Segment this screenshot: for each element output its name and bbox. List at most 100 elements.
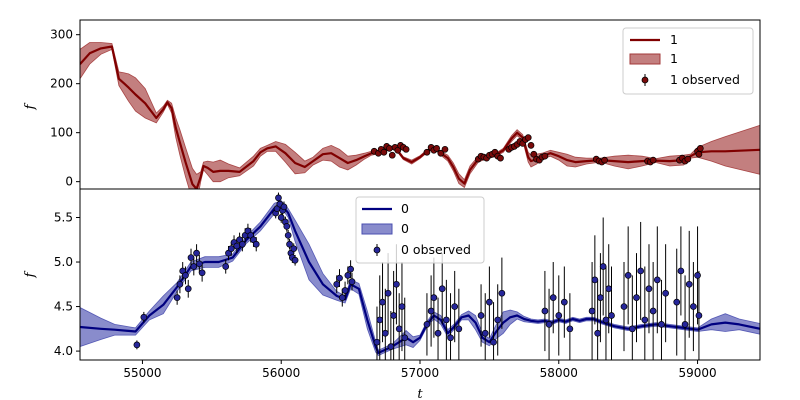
observed-point: [605, 285, 613, 293]
observed-point: [398, 303, 406, 310]
observed-point: [447, 334, 454, 342]
observed-point: [649, 307, 657, 315]
observed-point: [381, 329, 389, 337]
observed-point: [140, 313, 148, 321]
observed-point: [608, 312, 615, 319]
y-tick-label: 4.0: [54, 344, 73, 358]
y-tick-label: 4.5: [54, 300, 73, 314]
observed-point: [133, 341, 141, 349]
observed-point: [393, 280, 400, 288]
observed-point: [284, 231, 292, 239]
bottom-legend: 0 0 0 observed: [355, 196, 485, 264]
observed-point: [388, 151, 396, 159]
observed-point: [190, 263, 198, 270]
observed-point: [286, 240, 293, 248]
x-tick-label: 55000: [123, 366, 161, 380]
observed-point: [227, 245, 235, 253]
y-tick-label: 200: [50, 77, 73, 91]
observed-point: [633, 294, 640, 302]
observed-point: [233, 242, 241, 250]
observed-point: [402, 145, 410, 153]
observed-point: [184, 285, 192, 293]
observed-point: [649, 156, 657, 164]
observed-point: [239, 240, 246, 248]
y-tick-label: 0: [65, 175, 73, 189]
observed-point: [438, 285, 446, 293]
observed-point: [283, 223, 291, 230]
bottom-observed-points: [133, 192, 703, 360]
observed-point: [338, 294, 346, 302]
observed-point: [530, 150, 538, 158]
observed-point: [588, 307, 596, 315]
observed-point: [695, 150, 703, 158]
observed-point: [443, 316, 450, 324]
observed-point: [437, 149, 445, 157]
observed-point: [597, 294, 604, 302]
x-tick-label: 59000: [678, 366, 716, 380]
top-legend-points-label: 1 observed: [670, 72, 740, 87]
top-legend-box: [622, 27, 754, 95]
observed-point: [195, 260, 203, 268]
observed-point: [684, 155, 692, 163]
observed-point: [333, 280, 341, 288]
x-tick-label: 57000: [401, 366, 439, 380]
observed-point: [624, 272, 632, 279]
bottom-y-axis-label: f: [23, 270, 38, 278]
observed-point: [555, 312, 563, 319]
observed-point: [291, 256, 299, 264]
observed-point: [423, 321, 431, 328]
observed-point: [541, 152, 549, 160]
top-observed-points: [370, 134, 704, 166]
observed-point: [373, 338, 381, 346]
observed-point: [222, 263, 230, 270]
observed-point: [545, 321, 553, 328]
observed-point: [384, 289, 392, 297]
bottom-legend-points-label: 0 observed: [401, 242, 471, 257]
observed-point: [379, 298, 386, 306]
bottom-legend-box: [355, 196, 485, 264]
top-uncertainty-band: [80, 42, 760, 189]
observed-point: [494, 316, 502, 324]
x-tick-label: 58000: [540, 366, 578, 380]
observed-point: [486, 298, 493, 306]
observed-point: [498, 289, 506, 297]
observed-point: [541, 307, 549, 315]
observed-point: [481, 329, 489, 337]
observed-point: [549, 294, 557, 302]
observed-point: [601, 156, 608, 164]
observed-point: [277, 214, 285, 221]
top-legend-band-label: 1: [670, 51, 678, 66]
y-tick-label: 300: [50, 28, 73, 42]
observed-point: [673, 298, 681, 306]
observed-point: [401, 334, 409, 342]
observed-point: [594, 329, 601, 337]
observed-point: [591, 276, 599, 284]
observed-point: [430, 294, 438, 302]
top-y-ticks: 0 100 200 300: [50, 28, 80, 189]
top-panel: 0 100 200 300 f 1 1 1 observed: [23, 19, 761, 190]
observed-point: [280, 203, 288, 211]
bottom-panel: 4.0 4.5 5.0 5.5 55000 56000 57000 58000 59000 f…: [23, 188, 761, 400]
observed-point: [566, 325, 574, 333]
observed-point: [390, 312, 397, 319]
observed-point: [394, 146, 402, 154]
top-band-area: [80, 42, 760, 189]
observed-point: [599, 263, 607, 270]
observed-point: [187, 254, 195, 261]
observed-point: [477, 312, 485, 319]
observed-point: [637, 267, 645, 275]
observed-point: [653, 276, 661, 284]
observed-point: [695, 312, 703, 319]
observed-point: [681, 321, 689, 328]
observed-point: [386, 144, 393, 152]
observed-point: [560, 298, 568, 306]
observed-point: [602, 316, 610, 324]
observed-point: [524, 134, 532, 141]
top-legend-line-label: 1: [670, 32, 678, 47]
observed-point: [645, 285, 653, 293]
y-tick-label: 100: [50, 126, 73, 140]
bottom-legend-point-swatch: [373, 246, 381, 254]
y-tick-label: 5.0: [54, 255, 73, 269]
observed-point: [662, 289, 669, 297]
